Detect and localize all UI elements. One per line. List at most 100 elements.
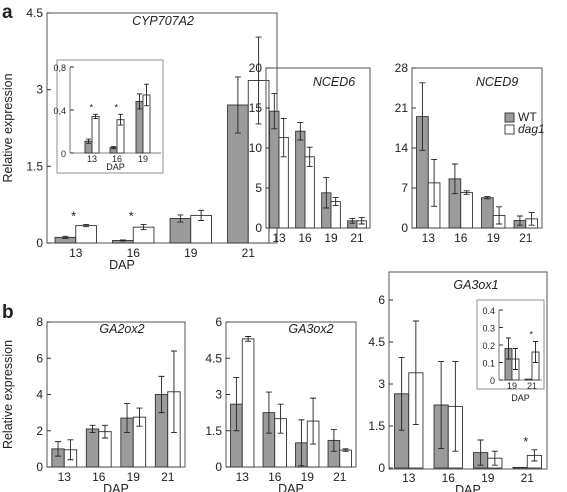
- y-tick-label: 1.5: [368, 419, 385, 433]
- y-tick-label: 6: [215, 315, 222, 329]
- error-bar: [93, 113, 98, 120]
- y-tick-label: 7: [401, 181, 408, 195]
- error-bar: [280, 117, 287, 158]
- x-tick-label: 19: [481, 471, 495, 485]
- error-bar: [198, 209, 205, 221]
- error-bar: [158, 375, 165, 414]
- y-tick-label: 0.3: [482, 324, 495, 334]
- error-bar: [516, 215, 523, 226]
- error-bar: [297, 121, 304, 141]
- y-tick-label: 4.5: [205, 351, 222, 365]
- x-tick-label: 13: [69, 246, 83, 260]
- error-bar: [531, 449, 538, 462]
- error-bar: [358, 217, 365, 225]
- error-bar: [310, 397, 317, 445]
- y-tick-label: 20: [249, 61, 263, 75]
- significance-star: *: [71, 209, 76, 224]
- x-tick-label: 19: [324, 231, 338, 245]
- y-axis-title: Relative expression: [1, 340, 15, 449]
- error-bar: [233, 377, 240, 432]
- error-bar: [332, 197, 339, 207]
- error-bar: [255, 36, 262, 125]
- error-bar: [349, 217, 356, 224]
- x-tick-label: 16: [298, 231, 312, 245]
- y-tick-label: 6: [378, 293, 385, 307]
- inset-chart: 0 0.1 0.2 0.3 0.4 * 19 21 DAP: [476, 299, 545, 403]
- gene-title: CYP707A2: [132, 14, 194, 28]
- legend-label-dag1: dag1: [518, 122, 545, 136]
- y-tick-label: 8: [36, 315, 43, 329]
- panel-label-b: b: [2, 302, 14, 323]
- significance-star: *: [523, 434, 528, 449]
- x-tick-label: 13: [236, 470, 250, 484]
- dag1-bar-13: [241, 338, 255, 468]
- y-tick-label: 2: [36, 424, 43, 438]
- wt-bar-19: [481, 197, 494, 229]
- inset-x-axis-title: DAP: [511, 393, 530, 403]
- y-tick-label: 0: [490, 376, 495, 386]
- error-bar: [484, 196, 491, 200]
- error-bar: [62, 235, 69, 239]
- x-axis-title: DAP: [103, 482, 129, 492]
- chart-ga2ox2: 0 2 4 6 8 13 16 19 21 DAP Relative expression GA2ox…: [1, 315, 186, 492]
- inset-chart: 0 0,4 0,8 * * 13 16 19 DAP: [53, 59, 164, 174]
- error-bar: [513, 348, 518, 370]
- error-bar: [265, 391, 272, 434]
- y-tick-label: 0.2: [482, 341, 495, 351]
- dag1-bar-13: [75, 225, 97, 244]
- y-tick-label: 1.5: [26, 159, 43, 173]
- error-bar: [477, 439, 484, 466]
- error-bar: [463, 190, 470, 195]
- x-tick-label: 19: [301, 470, 315, 484]
- y-tick-label: 4: [36, 388, 43, 402]
- y-tick-label: 28: [395, 61, 409, 75]
- x-tick-label: 21: [333, 470, 347, 484]
- error-bar: [136, 407, 143, 427]
- x-tick-label: 21: [521, 471, 535, 485]
- legend-swatch-dag1: [504, 124, 515, 135]
- y-tick-label: 0: [36, 236, 43, 250]
- inset-x-tick-label: 19: [507, 381, 517, 391]
- error-bar: [438, 361, 445, 449]
- x-tick-label: 16: [442, 471, 456, 485]
- y-tick-label: 0: [378, 461, 385, 475]
- y-tick-label: 3: [36, 83, 43, 97]
- gene-title: GA2ox2: [99, 322, 144, 336]
- x-tick-label: 16: [454, 231, 468, 245]
- x-tick-label: 16: [268, 470, 282, 484]
- x-tick-label: 21: [242, 246, 256, 260]
- significance-star: *: [90, 102, 94, 112]
- x-axis-title: DAP: [278, 482, 304, 492]
- dag1-bar-16: [460, 192, 473, 229]
- error-bar: [496, 206, 503, 225]
- legend-swatch-WT: [504, 112, 515, 123]
- y-tick-label: 10: [249, 141, 263, 155]
- x-tick-label: 21: [350, 231, 364, 245]
- error-bar: [306, 146, 313, 167]
- wt-bar-16: [85, 428, 100, 468]
- dag1-bar-16: [304, 156, 315, 229]
- error-bar: [528, 212, 535, 226]
- error-bar: [506, 337, 511, 360]
- wt-bar-21: [524, 378, 533, 381]
- error-bar: [491, 450, 498, 466]
- x-tick-label: 19: [127, 470, 141, 484]
- error-bar: [330, 429, 337, 452]
- error-bar: [323, 177, 330, 209]
- gene-title: NCED9: [476, 75, 518, 89]
- error-bar: [137, 93, 142, 110]
- error-bar: [177, 214, 184, 223]
- gene-title: NCED6: [313, 75, 355, 89]
- x-tick-label: 16: [127, 246, 141, 260]
- significance-star: *: [115, 102, 119, 112]
- error-bar: [124, 403, 131, 434]
- error-bar: [89, 424, 96, 434]
- error-bar: [144, 83, 149, 107]
- y-tick-label: 0: [401, 221, 408, 235]
- gene-title: GA3ox2: [288, 322, 333, 336]
- error-bar: [271, 93, 278, 130]
- y-tick-label: 0.1: [482, 359, 495, 369]
- significance-star: *: [129, 209, 134, 224]
